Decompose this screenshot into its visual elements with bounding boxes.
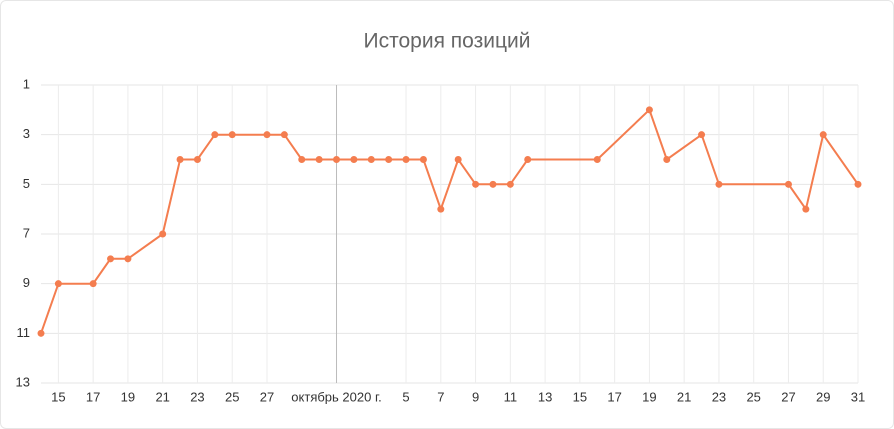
data-point <box>402 156 410 163</box>
data-point <box>124 255 132 263</box>
x-tick-label: 11 <box>504 389 518 404</box>
x-tick-label: 9 <box>472 389 479 404</box>
x-tick-label: 5 <box>402 389 409 404</box>
data-point <box>176 156 184 163</box>
data-point <box>454 156 462 163</box>
x-tick-label: 7 <box>437 389 444 404</box>
data-point <box>645 106 653 114</box>
data-point <box>524 156 532 163</box>
x-tick-label: 23 <box>190 389 204 404</box>
x-tick-label: 21 <box>155 389 169 404</box>
data-point <box>280 131 288 139</box>
data-point <box>367 156 375 163</box>
data-point <box>715 180 723 188</box>
data-point <box>385 156 393 163</box>
data-point <box>54 280 62 288</box>
data-point <box>698 131 706 139</box>
y-tick-label: 5 <box>23 176 30 191</box>
data-point <box>193 156 201 163</box>
y-tick-label: 1 <box>23 76 30 91</box>
x-tick-label: 15 <box>51 389 65 404</box>
y-tick-label: 11 <box>17 325 31 340</box>
data-point <box>298 156 306 163</box>
data-point <box>663 156 671 163</box>
x-tick-label: 19 <box>642 389 656 404</box>
data-point <box>593 156 601 163</box>
x-tick-label: 25 <box>746 389 760 404</box>
data-point <box>419 156 427 163</box>
data-point <box>854 180 862 188</box>
x-tick-label: 31 <box>851 389 865 404</box>
data-point <box>784 180 792 188</box>
data-point <box>489 180 497 188</box>
data-point <box>802 205 810 213</box>
data-point <box>211 131 219 139</box>
data-point <box>437 205 445 213</box>
data-point <box>333 156 341 163</box>
x-tick-label: 13 <box>538 389 552 404</box>
data-point <box>89 280 97 288</box>
x-tick-label: 29 <box>816 389 830 404</box>
series-line <box>40 108 859 334</box>
x-tick-label: 27 <box>781 389 795 404</box>
data-point <box>228 131 236 139</box>
x-tick-label: 25 <box>225 389 239 404</box>
data-point <box>159 230 167 238</box>
x-tick-label: 15 <box>573 389 587 404</box>
data-point <box>107 255 115 263</box>
data-point <box>506 180 514 188</box>
x-tick-label: 19 <box>121 389 135 404</box>
x-tick-label: 17 <box>86 389 100 404</box>
x-tick-label: октябрь 2020 г. <box>291 389 381 404</box>
x-tick-label: 23 <box>712 389 726 404</box>
data-point <box>819 131 827 139</box>
x-tick-label: 27 <box>260 389 274 404</box>
data-point <box>350 156 358 163</box>
y-tick-label: 7 <box>23 225 30 240</box>
y-tick-label: 13 <box>16 374 30 389</box>
data-point <box>37 329 45 337</box>
data-point <box>472 180 480 188</box>
x-tick-label: 21 <box>677 389 691 404</box>
data-point <box>263 131 271 139</box>
chart-title: История позиций <box>364 30 531 53</box>
x-tick-label: 17 <box>607 389 621 404</box>
y-tick-label: 3 <box>23 126 30 141</box>
y-tick-label: 9 <box>23 275 30 290</box>
data-point <box>315 156 323 163</box>
